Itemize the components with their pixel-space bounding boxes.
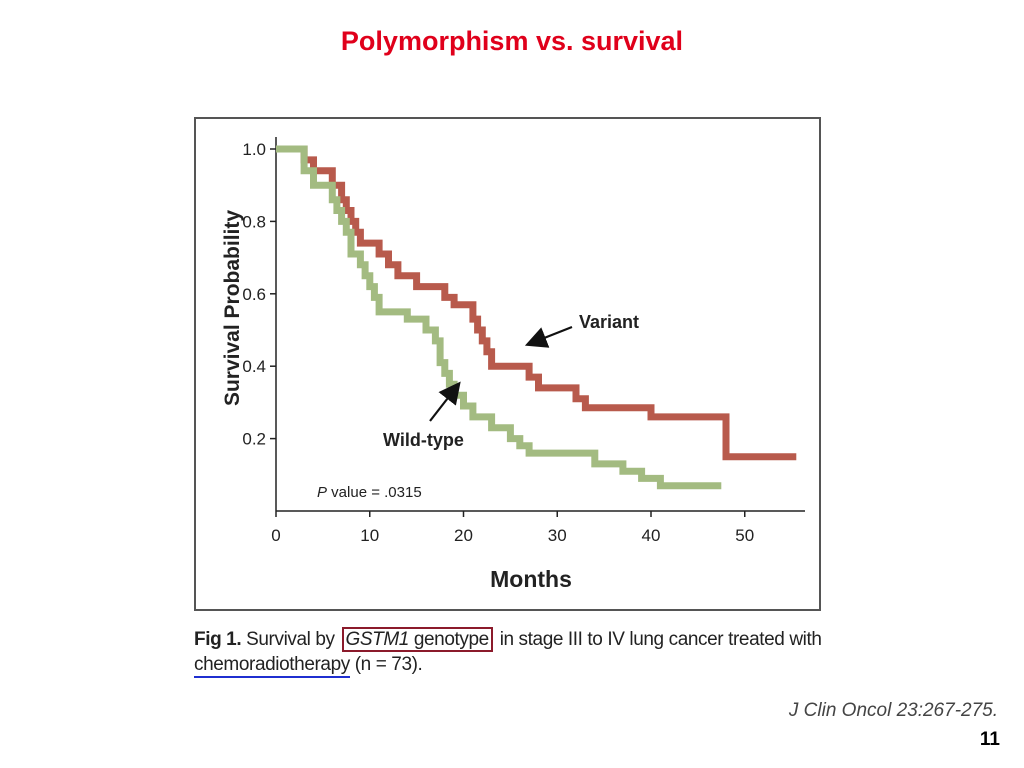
survival-chart: 0.2 0.4 0.6 0.8 1.0 0 10 20 30 40 50 Months Survival… [221, 137, 805, 592]
x-tick-label: 40 [642, 526, 661, 545]
y-tick-label: 0.6 [242, 285, 266, 304]
x-axis-label: Months [490, 566, 572, 592]
x-tick-label: 30 [548, 526, 567, 545]
slide-title: Polymorphism vs. survival [340, 26, 684, 56]
caption-gene-name: GSTM1 [345, 629, 410, 650]
y-tick-label: 0.2 [242, 430, 266, 449]
variant-label: Variant [579, 312, 639, 332]
caption-fig-label: Fig 1. [194, 629, 242, 650]
p-value-italic-p: P [317, 484, 327, 501]
x-tick-label: 0 [271, 526, 280, 545]
citation: J Clin Oncol 23:267-275. [788, 700, 998, 721]
caption-underlined-text: chemoradiotherapy [194, 654, 350, 678]
figure-frame: 0.2 0.4 0.6 0.8 1.0 0 10 20 30 40 50 Months Survival… [194, 117, 821, 611]
variant-arrow [524, 325, 573, 348]
caption-text-end: (n = 73). [349, 654, 423, 675]
y-tick-label: 0.8 [242, 212, 266, 231]
x-tick-label: 50 [735, 526, 754, 545]
x-tick-label: 10 [360, 526, 379, 545]
page-number: 11 [979, 729, 1000, 750]
caption-gene-highlight: GSTM1 genotype [341, 627, 493, 652]
caption-text-start: Survival by [241, 629, 340, 650]
y-tick-label: 0.4 [242, 357, 266, 376]
x-tick-label: 20 [454, 526, 473, 545]
caption-gene-suffix: genotype [408, 629, 489, 650]
wild-type-survival-line [276, 145, 722, 490]
variant-survival-line [276, 145, 797, 461]
wild-type-label: Wild-type [383, 430, 464, 450]
p-value-text: value = .0315 [327, 484, 422, 501]
y-axis-label: Survival Probability [221, 210, 244, 406]
figure-caption: Fig 1. Survival by GSTM1 genotype in sta… [194, 627, 834, 678]
y-tick-label: 1.0 [242, 140, 266, 159]
caption-text-middle: in stage III to IV lung cancer treated w… [494, 629, 822, 650]
p-value-annotation: P value = .0315 [317, 484, 422, 501]
wild-type-arrow [429, 381, 461, 422]
